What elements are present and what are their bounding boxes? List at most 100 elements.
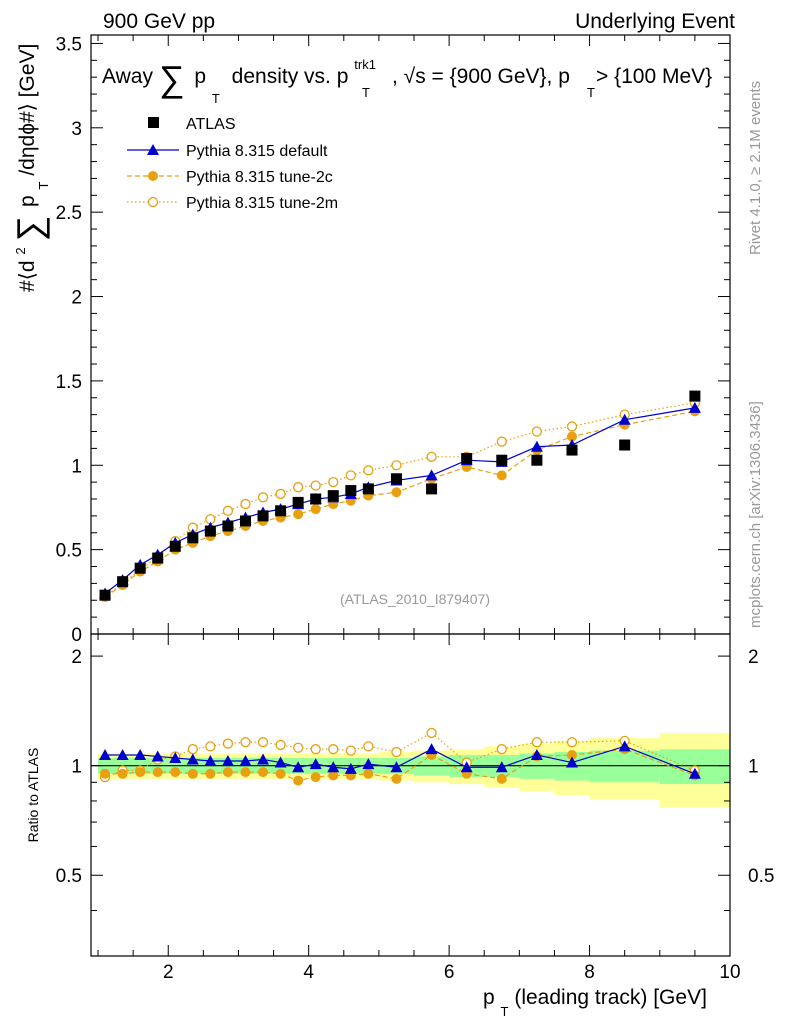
data-point (363, 465, 374, 476)
data-point (566, 421, 578, 432)
atlas-data-point (99, 589, 111, 601)
ratio-data-point (222, 767, 233, 778)
data-point (688, 401, 701, 413)
ylabel-p: p (16, 195, 39, 207)
ratio-data-point (257, 737, 269, 748)
ratio-data-point (187, 768, 198, 779)
atlas-data-point (461, 453, 473, 465)
atlas-data-point (134, 562, 146, 574)
ratio-data-point (293, 775, 304, 786)
ratio-data-point (275, 739, 286, 751)
ratio-data-point (567, 749, 578, 760)
atlas-data-point (496, 454, 508, 466)
ylabel-sup2: 2 (13, 247, 28, 254)
ratio-data-point (688, 767, 701, 779)
ratio-data-point (100, 768, 111, 779)
data-point (567, 431, 578, 442)
y-axis-label: #⟨d 2 ∑ p T /dηdϕ#⟩ [GeV] (9, 44, 51, 292)
ratio-data-point (426, 727, 437, 739)
ratio-data-point (205, 741, 216, 752)
title-sup-trk1: trk1 (354, 57, 376, 72)
ratio-data-point (116, 748, 129, 760)
xlabel-tail: (leading track) [GeV] (514, 986, 707, 1009)
ratio-data-point (495, 761, 508, 773)
legend-marker-default (147, 144, 159, 155)
ylabel-sum: ∑ (9, 216, 50, 242)
ratio-data-point (152, 767, 163, 778)
ratio-data-point (390, 761, 403, 773)
ratio-data-point (391, 746, 402, 758)
y-tick-label: 2.5 (56, 203, 82, 224)
ylabel-pre: #⟨d (16, 260, 39, 292)
ratio-data-point (257, 753, 270, 765)
ratio-data-point (328, 770, 339, 781)
ratio-data-point (186, 753, 199, 765)
ratio-data-point (169, 751, 182, 763)
x-tick-label: 8 (584, 962, 595, 983)
title-prefix: Away (102, 65, 153, 88)
ratio-data-point (117, 768, 128, 779)
ratio-data-point (496, 773, 507, 784)
atlas-data-point (117, 576, 129, 588)
data-point (425, 469, 438, 481)
ratio-data-point (258, 767, 269, 778)
atlas-data-point (531, 454, 543, 466)
data-point (328, 476, 339, 488)
legend-marker-tune2c (148, 171, 158, 181)
ratio-data-point (391, 773, 402, 784)
header-left: 900 GeV pp (103, 10, 215, 33)
series-line (104, 402, 695, 598)
data-point (310, 480, 321, 491)
ratio-data-point (460, 761, 473, 773)
xlabel-p: p (483, 986, 495, 1009)
ratio-data-point (239, 754, 252, 766)
atlas-data-point (345, 485, 357, 497)
axis-ticks: 2 4 6 8 10 0 0.5 1 1.5 2 2.5 3 3.5 0.5 0.5 1 1 2 2 (56, 34, 775, 983)
atlas-data-point (390, 473, 402, 485)
mcplots-label: mcplots.cern.ch [arXiv:1306.3436] (747, 401, 764, 628)
ratio-data-point (309, 758, 322, 770)
ratio-data-point (328, 744, 339, 755)
ratio-data-point (363, 768, 374, 779)
data-point (391, 460, 402, 471)
atlas-data-point (222, 520, 234, 532)
x-tick-label: 2 (163, 962, 174, 983)
ratio-data-point (134, 748, 147, 760)
ratio-data-point (425, 743, 438, 755)
y-tick-label: 0 (71, 625, 82, 646)
atlas-data-point (689, 390, 701, 402)
data-point (222, 505, 234, 516)
ratio-data-point (344, 762, 357, 774)
atlas-data-point (239, 515, 251, 527)
data-point (257, 492, 269, 503)
ratio-panel-frame (90, 633, 731, 957)
header-right: Underlying Event (575, 10, 735, 33)
series-line (104, 407, 695, 594)
ratio-data-point (99, 748, 112, 760)
data-point (391, 487, 402, 498)
ratio-y-tick-label-right: 1 (748, 757, 759, 778)
x-axis-label: p T (leading track) [GeV] (483, 986, 707, 1021)
ratio-data-point (292, 761, 305, 773)
series-line (104, 410, 696, 598)
title-p: p (194, 65, 206, 88)
y-tick-label: 2 (71, 288, 82, 309)
ratio-data-point (275, 768, 286, 779)
ratio-data-point (345, 745, 356, 756)
data-point (531, 426, 543, 437)
ratio-series-line (104, 732, 696, 778)
legend-label-tune2m: Pythia 8.315 tune-2m (186, 195, 338, 212)
ratio-uncertainty-bands (91, 732, 730, 807)
ratio-data-point (566, 737, 578, 748)
ratio-data-point (151, 750, 164, 762)
y-tick-label: 3 (71, 119, 82, 140)
svg-text:Away ∑ p T: Away ∑ p T density vs. p trk1 (102, 57, 376, 108)
title-sub-t-3: T (587, 85, 595, 100)
legend-label-tune2c: Pythia 8.315 tune-2c (186, 169, 333, 186)
data-point (496, 470, 507, 481)
legend-marker-atlas (148, 117, 159, 128)
ratio-data-point (221, 754, 234, 766)
ratio-y-label: Ratio to ATLAS (25, 748, 41, 843)
atlas-data-point (566, 444, 578, 456)
